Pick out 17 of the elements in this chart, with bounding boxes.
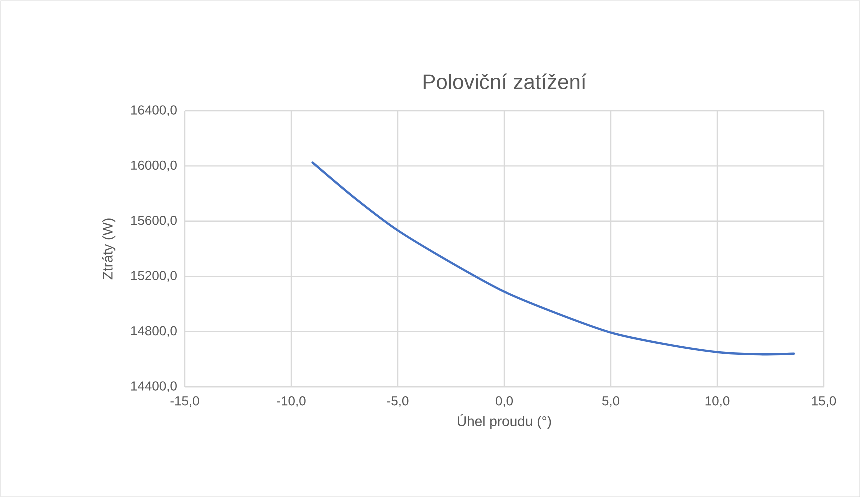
y-tick-label: 15200,0	[131, 271, 177, 282]
x-tick-label: 5,0	[602, 396, 620, 408]
y-tick-label: 14400,0	[131, 382, 177, 392]
x-tick-label: -10,0	[277, 396, 306, 408]
y-tick-label: 16000,0	[131, 160, 177, 172]
x-axis-title: Úhel proudu (°)	[458, 414, 552, 430]
y-axis-title: Ztráty (W)	[102, 218, 116, 280]
x-tick-label: 0,0	[496, 396, 514, 408]
line-series	[312, 162, 796, 356]
x-tick-label: 15,0	[812, 396, 836, 408]
y-tick-label: 16400,0	[131, 106, 177, 116]
chart-title: Poloviční zatížení	[424, 74, 587, 90]
x-tick-label: 10,0	[706, 396, 730, 408]
x-tick-label: -5,0	[387, 396, 409, 408]
x-tick-label: -15,0	[170, 396, 200, 408]
y-tick-label: 14800,0	[131, 326, 177, 338]
y-tick-label: 15600,0	[131, 216, 177, 227]
